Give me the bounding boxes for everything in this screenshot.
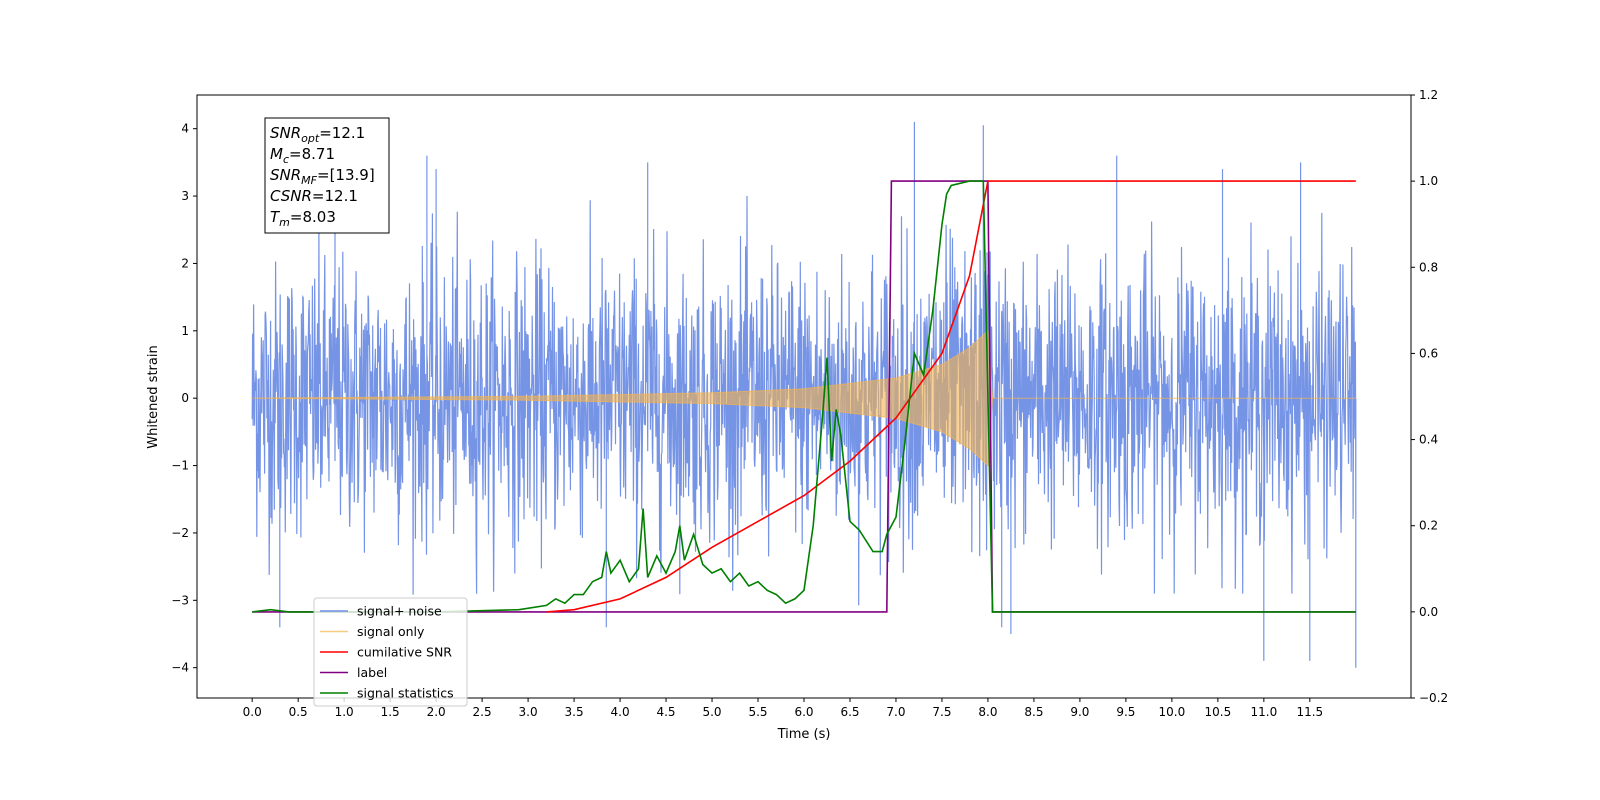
annotation-frame bbox=[264, 117, 390, 234]
annotation-symbol: M bbox=[270, 145, 283, 163]
legend-entry: signal+ noise bbox=[357, 604, 442, 619]
annotation-subscript: c bbox=[283, 153, 289, 166]
y2-tick-label: 0.6 bbox=[1419, 346, 1438, 360]
y2-tick-label: 1.0 bbox=[1419, 174, 1438, 188]
annotation-subscript: m bbox=[279, 216, 290, 229]
annotation-symbol: SNR bbox=[270, 166, 301, 184]
x-tick-label: 1.5 bbox=[381, 705, 400, 719]
x-tick-label: 8.0 bbox=[978, 705, 997, 719]
y2-tick-label: 1.2 bbox=[1419, 88, 1438, 102]
series-cumilative-snr bbox=[546, 180, 1356, 613]
legend-entry: label bbox=[357, 665, 387, 680]
annotation-subscript: opt bbox=[301, 132, 320, 145]
legend-entry: cumilative SNR bbox=[357, 645, 452, 660]
legend-entry: signal statistics bbox=[357, 686, 454, 701]
annotation-value: =[13.9] bbox=[317, 166, 375, 184]
x-tick-label: 5.0 bbox=[702, 705, 721, 719]
y-tick-label: 2 bbox=[181, 256, 189, 270]
annotation-value: =12.1 bbox=[319, 124, 365, 142]
x-tick-label: 6.0 bbox=[794, 705, 813, 719]
legend-frame bbox=[313, 597, 468, 707]
x-tick-label: 1.0 bbox=[335, 705, 354, 719]
y2-tick-label: 0.8 bbox=[1419, 260, 1438, 274]
y-tick-label: 3 bbox=[181, 189, 189, 203]
x-tick-label: 10.5 bbox=[1205, 705, 1232, 719]
x-tick-label: 11.0 bbox=[1250, 705, 1277, 719]
x-tick-label: 9.0 bbox=[1070, 705, 1089, 719]
y-tick-label: −2 bbox=[171, 526, 189, 540]
x-tick-label: 10.0 bbox=[1159, 705, 1186, 719]
y2-tick-label: 0.2 bbox=[1419, 519, 1438, 533]
y-axis-label: Whitened strain bbox=[146, 345, 161, 448]
y-tick-label: 0 bbox=[181, 391, 189, 405]
x-tick-label: 7.5 bbox=[932, 705, 951, 719]
annotation-value: =8.03 bbox=[290, 208, 336, 226]
legend: signal+ noise signal only cumilative SNR la… bbox=[313, 597, 468, 707]
y-tick-label: −4 bbox=[171, 661, 189, 675]
annotation-value: =12.1 bbox=[312, 187, 358, 205]
annotation-line: SNRMF=[13.9] bbox=[270, 166, 375, 187]
y-tick-label: −3 bbox=[171, 593, 189, 607]
x-axis-label: Time (s) bbox=[777, 727, 831, 742]
y2-tick-label: 0.0 bbox=[1419, 605, 1438, 619]
y-tick-label: 1 bbox=[181, 324, 189, 338]
y2-tick-label: −0.2 bbox=[1419, 691, 1448, 705]
x-tick-label: 0.5 bbox=[289, 705, 308, 719]
x-tick-label: 3.5 bbox=[565, 705, 584, 719]
x-tick-label: 2.5 bbox=[473, 705, 492, 719]
x-tick-label: 9.5 bbox=[1116, 705, 1135, 719]
x-tick-label: 2.0 bbox=[427, 705, 446, 719]
x-tick-label: 4.5 bbox=[656, 705, 675, 719]
x-tick-label: 3.0 bbox=[519, 705, 538, 719]
y-tick-label: −1 bbox=[171, 459, 189, 473]
series-signal-only bbox=[252, 329, 1356, 467]
annotation-value: =8.71 bbox=[289, 145, 335, 163]
x-tick-label: 11.5 bbox=[1296, 705, 1323, 719]
series-signal-plus-noise bbox=[251, 121, 1357, 668]
axes: 0.0 0.5 1.0 1.5 2.0 2.5 3.0 3.5 4.0 4.5 5.0 5.5 6.0 6… bbox=[171, 88, 1448, 719]
y-tick-label: 4 bbox=[181, 122, 189, 136]
plot-area bbox=[251, 121, 1357, 668]
annotation-symbol: CSNR bbox=[270, 187, 312, 205]
x-tick-label: 7.0 bbox=[886, 705, 905, 719]
x-tick-label: 4.0 bbox=[611, 705, 630, 719]
legend-entry: signal only bbox=[357, 624, 425, 639]
annotation-line: Tm=8.03 bbox=[270, 208, 336, 229]
annotation-symbol: SNR bbox=[270, 124, 301, 142]
series-signal-statistics bbox=[252, 180, 1356, 613]
annotation-box: SNRopt=12.1Mc=8.71SNRMF=[13.9]CSNR=12.1T… bbox=[264, 117, 390, 234]
x-tick-label: 8.5 bbox=[1024, 705, 1043, 719]
x-tick-label: 5.5 bbox=[748, 705, 767, 719]
annotation-subscript: MF bbox=[301, 174, 317, 187]
x-tick-label: 6.5 bbox=[840, 705, 859, 719]
annotation-line: SNRopt=12.1 bbox=[270, 124, 365, 145]
annotation-symbol: T bbox=[270, 208, 281, 226]
annotation-line: Mc=8.71 bbox=[270, 145, 335, 166]
annotation-line: CSNR=12.1 bbox=[270, 187, 358, 205]
x-tick-label: 0.0 bbox=[243, 705, 262, 719]
y2-tick-label: 0.4 bbox=[1419, 433, 1438, 447]
